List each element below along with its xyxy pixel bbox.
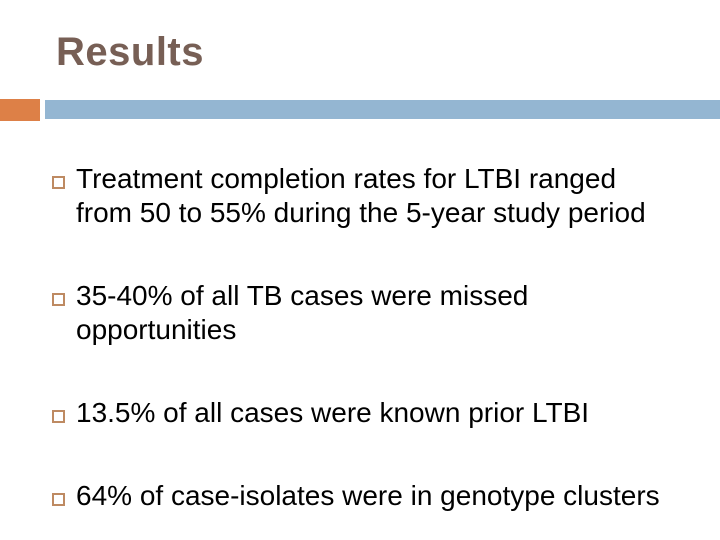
- list-item: 35-40% of all TB cases were missed oppor…: [52, 279, 660, 347]
- square-bullet-icon: [52, 410, 65, 423]
- bullet-text: 13.5% of all cases were known prior LTBI: [76, 396, 589, 430]
- bullet-line: from 50 to 55% during the 5-year study p…: [76, 197, 646, 228]
- title-rule-orange-block: [0, 99, 40, 121]
- bullet-line: opportunities: [76, 314, 237, 345]
- list-item: 64% of case-isolates were in genotype cl…: [52, 479, 660, 513]
- list-item: Treatment completion rates for LTBI rang…: [52, 162, 660, 230]
- bullet-text: Treatment completion rates for LTBI rang…: [76, 162, 646, 230]
- square-bullet-icon: [52, 493, 65, 506]
- bullet-text: 64% of case-isolates were in genotype cl…: [76, 479, 660, 513]
- square-bullet-icon: [52, 176, 65, 189]
- bullet-text: 35-40% of all TB cases were missed oppor…: [76, 279, 528, 347]
- bullet-list: Treatment completion rates for LTBI rang…: [52, 162, 660, 540]
- square-bullet-icon: [52, 293, 65, 306]
- bullet-line: 64% of case-isolates were in genotype cl…: [76, 480, 660, 511]
- list-item: 13.5% of all cases were known prior LTBI: [52, 396, 660, 430]
- bullet-line: Treatment completion rates for LTBI rang…: [76, 163, 617, 194]
- bullet-line: 35-40% of all TB cases were missed: [76, 280, 529, 311]
- bullet-line: 13.5% of all cases were known prior LTBI: [76, 397, 590, 428]
- title-rule-blue-bar: [45, 100, 720, 119]
- page-title: Results: [56, 30, 204, 74]
